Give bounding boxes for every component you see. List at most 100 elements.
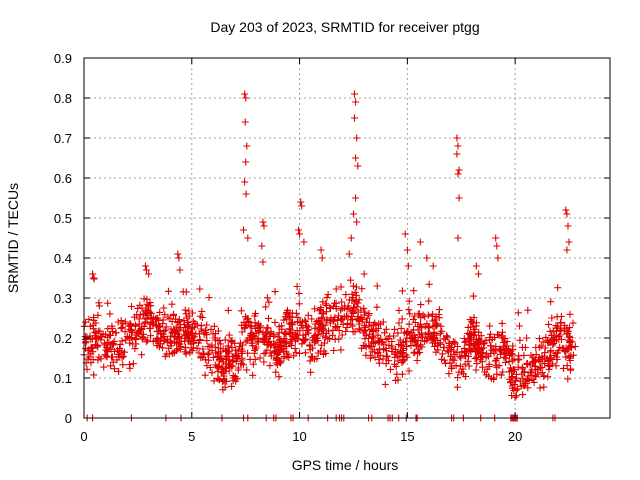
data-point — [440, 344, 448, 352]
data-point — [464, 335, 472, 343]
data-point — [298, 340, 306, 348]
data-point — [234, 366, 242, 374]
data-point — [220, 370, 228, 378]
data-point — [237, 307, 245, 315]
data-point — [374, 331, 382, 339]
data-point — [414, 350, 422, 358]
spike-point — [454, 142, 462, 150]
data-point — [216, 354, 224, 362]
data-point — [276, 336, 284, 344]
data-point — [548, 336, 556, 344]
data-point — [345, 296, 353, 304]
data-point — [189, 309, 196, 317]
data-point — [238, 321, 246, 329]
data-point — [106, 310, 114, 318]
data-point — [263, 294, 271, 302]
grid-lines — [84, 58, 610, 418]
data-point — [440, 356, 448, 364]
data-point — [135, 329, 143, 337]
data-point — [532, 351, 540, 359]
data-point — [302, 335, 310, 343]
data-point — [514, 309, 522, 317]
data-point — [239, 361, 247, 369]
data-point — [165, 287, 172, 295]
data-point — [246, 355, 254, 363]
data-point — [541, 360, 549, 368]
data-point — [557, 319, 565, 326]
data-point — [238, 328, 246, 336]
data-point — [113, 356, 121, 364]
data-point — [146, 299, 154, 307]
data-point — [296, 349, 303, 357]
data-point — [554, 323, 562, 331]
spike-point — [242, 158, 250, 166]
data-point — [186, 349, 194, 357]
data-point — [534, 370, 542, 378]
spike-point — [243, 142, 251, 150]
data-point — [282, 343, 290, 351]
data-point — [329, 331, 337, 339]
data-point — [131, 345, 139, 353]
data-point — [381, 380, 389, 388]
data-point — [95, 353, 103, 361]
data-point — [485, 363, 493, 371]
data-point — [153, 327, 161, 335]
spike-point — [347, 234, 355, 242]
data-point — [545, 320, 553, 328]
data-point — [499, 368, 507, 376]
spike-point — [258, 242, 266, 250]
data-point — [541, 344, 549, 352]
data-point — [361, 335, 369, 343]
data-point — [373, 303, 381, 311]
data-point — [202, 326, 209, 334]
y-tick-label: 0.1 — [54, 371, 72, 386]
data-point — [332, 285, 340, 293]
data-point — [553, 313, 561, 321]
data-point — [519, 391, 527, 399]
data-point — [319, 298, 327, 306]
data-point — [567, 365, 575, 373]
data-point — [94, 343, 102, 351]
data-point — [159, 330, 167, 338]
y-tick-label: 0.9 — [54, 51, 72, 66]
data-point — [342, 328, 350, 335]
data-point — [222, 347, 230, 355]
data-point — [391, 353, 399, 361]
data-point — [383, 352, 391, 360]
data-point — [395, 319, 403, 327]
data-point — [491, 357, 499, 365]
data-point — [459, 365, 467, 373]
data-point — [109, 327, 117, 335]
data-point — [225, 356, 233, 364]
data-point — [421, 337, 429, 345]
data-point — [427, 335, 435, 343]
plot-frame — [83, 57, 611, 419]
data-point — [431, 342, 439, 350]
data-point — [285, 320, 293, 328]
data-point — [339, 320, 347, 328]
data-point — [232, 375, 240, 383]
data-point — [566, 310, 574, 318]
data-point — [432, 348, 440, 356]
spike-point — [296, 230, 304, 238]
data-point — [410, 349, 418, 357]
data-point — [101, 351, 109, 359]
data-point — [410, 287, 418, 295]
data-point — [398, 357, 406, 365]
data-point — [206, 364, 214, 372]
data-point — [411, 334, 419, 342]
data-point — [118, 354, 126, 362]
spike-point — [423, 254, 431, 262]
data-point — [188, 324, 196, 332]
data-point — [349, 309, 357, 317]
data-point — [407, 342, 415, 350]
data-point — [540, 383, 548, 391]
spike-point — [145, 270, 153, 278]
data-point — [295, 300, 303, 308]
data-point — [185, 307, 193, 315]
data-point — [374, 350, 381, 357]
data-point — [479, 349, 487, 357]
data-point — [176, 342, 184, 350]
data-point — [231, 339, 239, 347]
data-point — [142, 306, 150, 314]
